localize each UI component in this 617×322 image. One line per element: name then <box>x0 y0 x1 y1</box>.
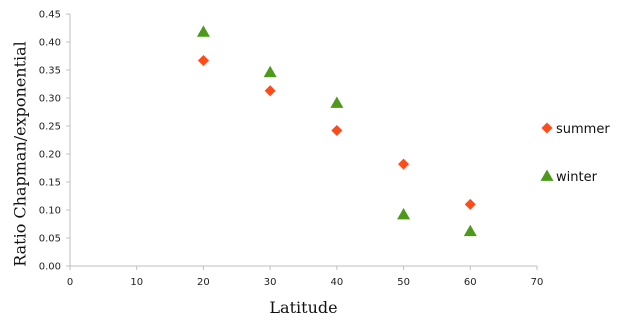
y-axis-title: Ratio Chapman/exponential <box>11 41 30 267</box>
winter-point <box>263 65 277 78</box>
legend-summer-label: summer <box>556 122 610 137</box>
summer-point <box>264 85 276 97</box>
summer-point <box>331 124 343 136</box>
x-tick-label: 40 <box>330 277 343 288</box>
legend-winter-label: winter <box>556 170 598 185</box>
x-axis-ticks: 0 10 20 30 40 50 60 70 <box>67 266 544 288</box>
x-tick-label: 70 <box>531 277 544 288</box>
y-tick-label: 0.15 <box>39 178 61 189</box>
summer-point <box>464 198 476 210</box>
x-tick-label: 60 <box>464 277 477 288</box>
y-tick-label: 0.10 <box>39 206 61 217</box>
winter-point <box>196 25 210 37</box>
y-tick-label: 0.00 <box>39 262 61 273</box>
y-tick-label: 0.45 <box>39 10 61 21</box>
winter-point <box>330 96 344 108</box>
y-tick-label: 0.30 <box>39 94 61 105</box>
data-points <box>196 25 477 237</box>
winter-point <box>397 207 411 220</box>
y-tick-label: 0.35 <box>39 66 61 77</box>
x-tick-label: 10 <box>130 277 143 288</box>
x-tick-label: 20 <box>197 277 210 288</box>
legend: summer winter <box>540 122 610 185</box>
x-tick-label: 0 <box>67 277 73 288</box>
summer-point <box>398 158 410 170</box>
legend-summer-marker <box>541 122 553 134</box>
y-tick-label: 0.25 <box>39 122 61 133</box>
x-tick-label: 30 <box>264 277 277 288</box>
x-axis-title: Latitude <box>269 298 337 317</box>
y-tick-label: 0.40 <box>39 38 61 49</box>
y-axis-ticks: 0.00 0.05 0.10 0.15 0.20 0.25 0.30 0.35 0.40 0.45 <box>39 10 70 273</box>
summer-point <box>197 54 209 66</box>
y-tick-label: 0.20 <box>39 150 61 161</box>
winter-point <box>463 224 477 237</box>
x-tick-label: 50 <box>397 277 410 288</box>
y-tick-label: 0.05 <box>39 234 61 245</box>
legend-winter-marker <box>540 169 554 181</box>
